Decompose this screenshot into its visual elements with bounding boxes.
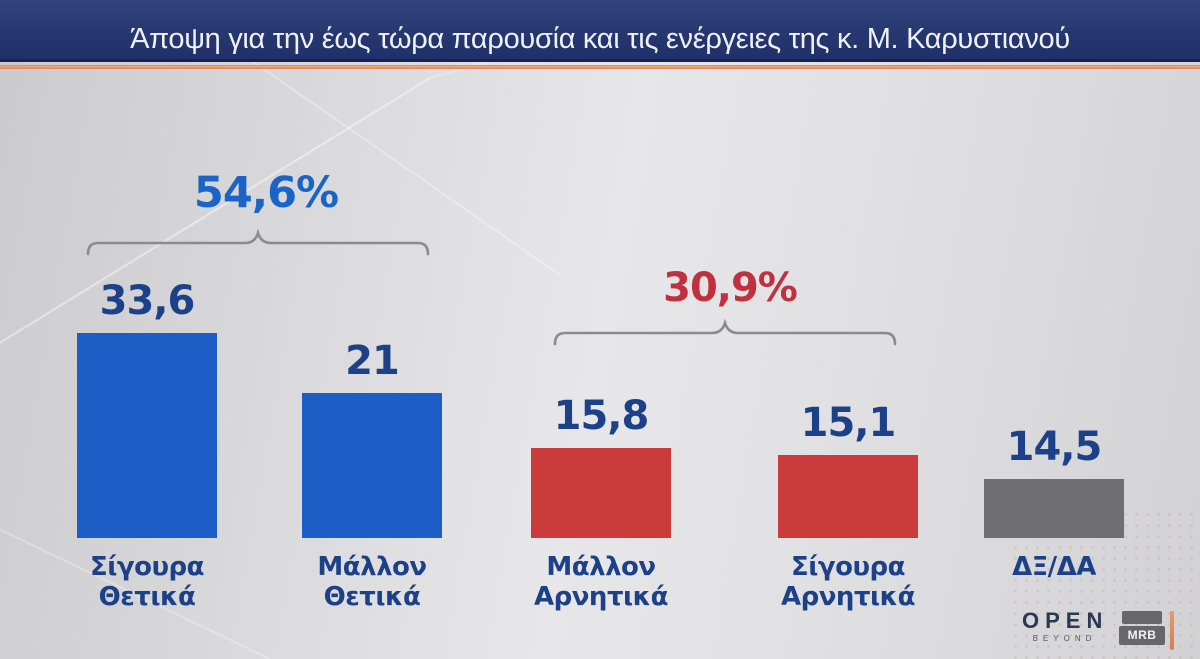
bar-mallon-thetika [302, 393, 442, 538]
bar-value: 15,1 [800, 400, 897, 446]
bar-category-label: Σίγουρα Θετικά [90, 552, 205, 612]
brace-positive-icon [86, 229, 430, 256]
bar-dxda [984, 479, 1124, 538]
bar-value: 15,8 [553, 393, 650, 439]
bar-group-sigoura-thetika: 33,6 Σίγουρα Θετικά [77, 0, 217, 612]
open-logo-text: OPEN [1022, 608, 1109, 633]
bar-value: 33,6 [99, 278, 196, 324]
bar-sigoura-arnitika [778, 455, 918, 538]
bar-sigoura-thetika [77, 333, 217, 538]
brace-negative-icon [553, 319, 897, 346]
bar-category-label: ΔΞ/ΔΑ [1012, 552, 1096, 582]
bar-mallon-arnitika [531, 448, 671, 538]
group-total-negative: 30,9% [663, 265, 798, 311]
bar-value: 21 [345, 338, 400, 384]
bar-group-mallon-thetika: 21 Μάλλον Θετικά [302, 0, 442, 612]
bar-group-sigoura-arnitika: 15,1 Σίγουρα Αρνητικά [778, 0, 918, 612]
bar-group-dxda: 14,5 ΔΞ/ΔΑ [984, 0, 1124, 582]
bar-value: 14,5 [1006, 424, 1103, 470]
bar-category-label: Μάλλον Αρνητικά [533, 552, 669, 612]
chart-title: Άποψη για την έως τώρα παρουσία και τις … [130, 23, 1070, 55]
open-channel-logo: OPEN BEYOND [1016, 608, 1109, 644]
open-logo-subtext: BEYOND [1032, 634, 1097, 643]
orange-accent-line [1170, 611, 1174, 650]
bar-category-label: Σίγουρα Αρνητικά [780, 552, 916, 612]
title-accent-rule [0, 65, 1200, 69]
bar-group-mallon-arnitika: 15,8 Μάλλον Αρνητικά [531, 0, 671, 612]
bar-category-label: Μάλλον Θετικά [317, 552, 427, 612]
mrb-logo-bar [1122, 611, 1162, 624]
group-total-positive: 54,6% [193, 168, 339, 218]
mrb-logo-text: MRB [1119, 626, 1165, 645]
title-bar: Άποψη για την έως τώρα παρουσία και τις … [0, 0, 1200, 62]
mrb-agency-logo: MRB [1119, 611, 1165, 645]
